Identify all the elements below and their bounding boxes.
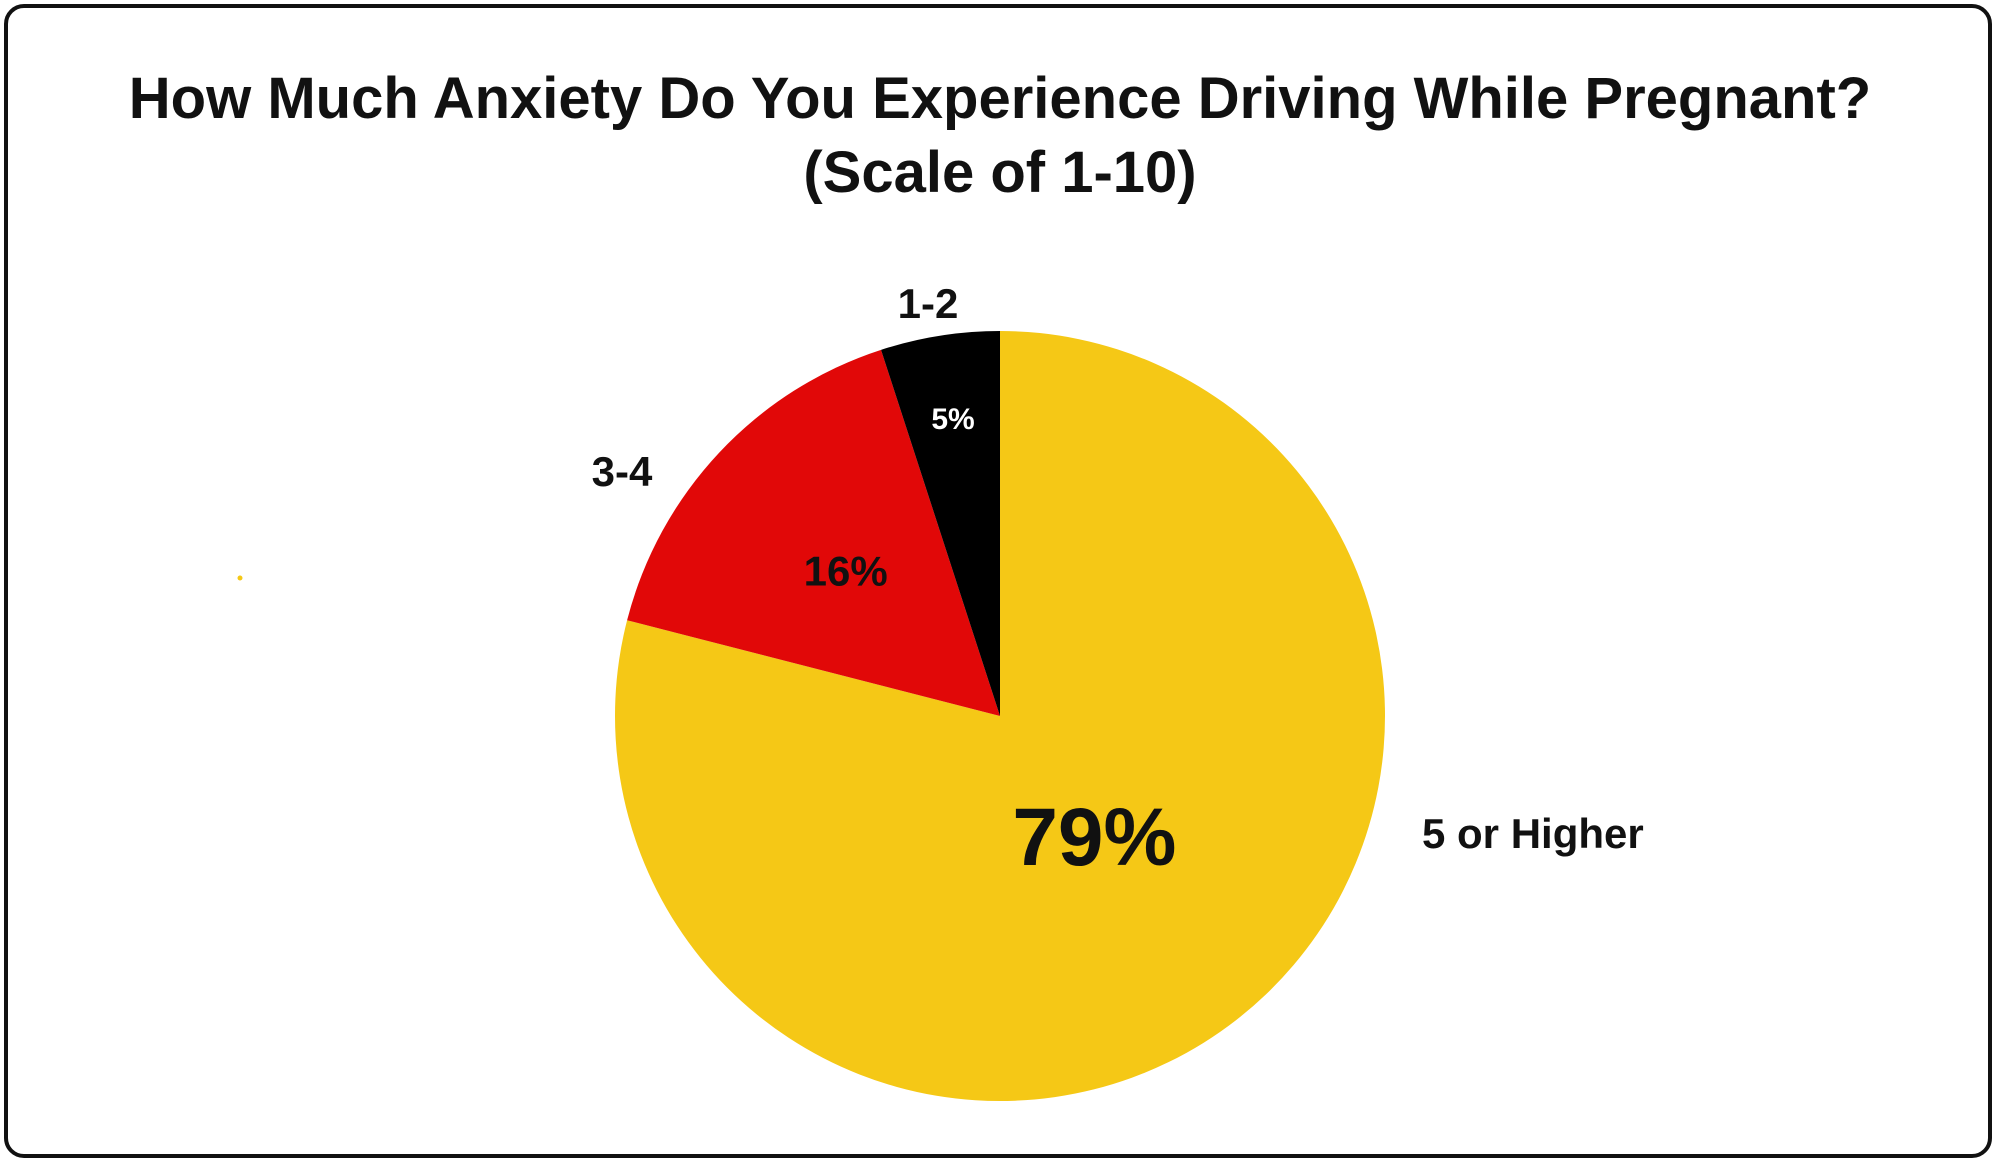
pie-slice-3-4 [627, 349, 1000, 716]
slice-category-label: 5 or Higher [1422, 810, 1644, 857]
pie-slices [615, 331, 1386, 1102]
chart-subtitle: (Scale of 1-10) [803, 140, 1197, 205]
slice-value-label: 5% [931, 403, 974, 436]
slice-category-label: 3-4 [592, 448, 653, 495]
chart-title: How Much Anxiety Do You Experience Drivi… [128, 66, 1872, 131]
pie-slice-5-or-higher [615, 331, 1386, 1102]
pie-slice-1-2 [881, 331, 1000, 716]
pie-labels: 79% 5 or Higher 16% 3-4 5% 1-2 [592, 280, 1644, 883]
slice-value-label: 16% [804, 548, 888, 595]
slice-category-label: 1-2 [898, 280, 959, 327]
slice-value-label: 79% [1012, 792, 1176, 883]
chart-title-block: How Much Anxiety Do You Experience Drivi… [0, 62, 2000, 210]
stray-dot [237, 575, 243, 581]
